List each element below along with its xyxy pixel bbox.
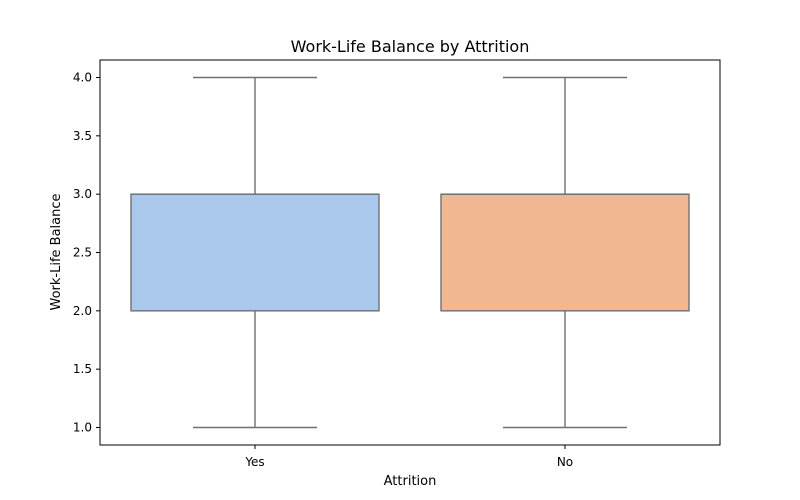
iqr-box <box>440 193 690 312</box>
y-tick-label: 3.0 <box>73 187 92 201</box>
y-tick-label: 2.0 <box>73 304 92 318</box>
plot-frame <box>99 59 721 446</box>
y-tick-label: 2.5 <box>73 246 92 260</box>
x-tick-label: Yes <box>244 455 264 469</box>
y-axis-label: Work-Life Balance <box>49 193 64 310</box>
iqr-box <box>130 193 380 312</box>
box-series <box>130 76 690 429</box>
x-axis-label: Attrition <box>384 474 437 489</box>
chart-title: Work-Life Balance by Attrition <box>291 37 530 56</box>
x-tick-label: No <box>557 455 573 469</box>
box-group-yes <box>130 76 380 429</box>
box-group-no <box>440 76 690 429</box>
x-axis-ticks: Yes No <box>244 445 573 469</box>
y-tick-label: 1.0 <box>73 421 92 435</box>
y-tick-label: 4.0 <box>73 71 92 85</box>
y-axis-ticks: 1.0 1.5 2.0 2.5 3.0 3.5 4.0 <box>73 71 100 435</box>
y-tick-label: 1.5 <box>73 362 92 376</box>
y-tick-label: 3.5 <box>73 129 92 143</box>
